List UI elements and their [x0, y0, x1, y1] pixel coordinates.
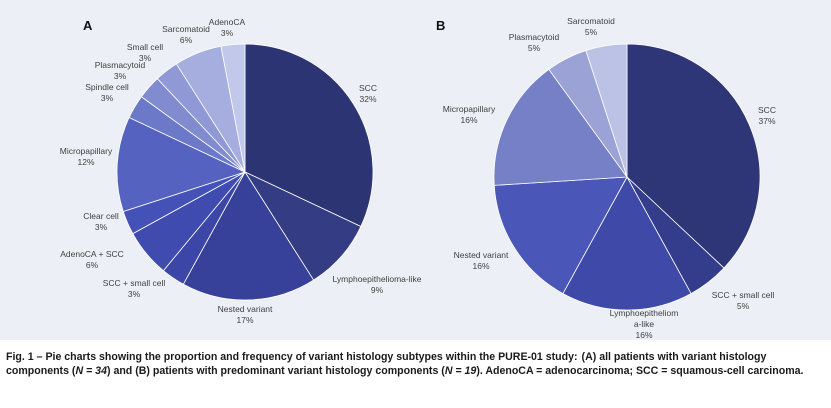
- pie-b-slice-scc: [626, 43, 761, 269]
- caption-title: Fig. 1 – Pie charts showing the proporti…: [6, 351, 578, 363]
- pie-a-slice-adenoca: [220, 43, 246, 173]
- pie-a-label-small-cell: Small cell 3%: [127, 42, 163, 63]
- pie-charts: SCC 32% Lymphoepithelioma-like 9% Nested var…: [60, 16, 776, 340]
- panel-letter-a: A: [83, 18, 93, 33]
- pie-a-label-scc: SCC 32%: [359, 83, 377, 104]
- figure-panel: SCC 32% Lymphoepithelioma-like 9% Nested var…: [0, 0, 831, 340]
- caption-n-a: N = 34: [75, 365, 107, 377]
- caption-part-a: (A) all patients with variant histology …: [6, 351, 767, 377]
- pie-b-label-sarcomatoid: Sarcomatoid 5%: [567, 16, 615, 37]
- pie-a-label-nested-variant: Nested variant 17%: [218, 304, 273, 325]
- pie-b-label-scc-small-cell: SCC + small cell 5%: [712, 290, 775, 311]
- pie-a-label-lymphoepithelioma-like: Lymphoepithelioma-like 9%: [333, 274, 422, 295]
- caption-part-b: ) and (B) patients with predominant vari…: [106, 365, 445, 377]
- caption-part-c: ). AdenoCA = adenocarcinoma; SCC = squam…: [476, 365, 804, 377]
- pie-a-label-scc-small-cell: SCC + small cell 3%: [103, 278, 166, 299]
- pie-b-label-nested-variant: Nested variant 16%: [454, 250, 509, 271]
- figure-caption: Fig. 1 – Pie charts showing the proporti…: [6, 350, 821, 378]
- pie-a-slice-scc: [244, 43, 374, 228]
- pie-b-label-micropapillary: Micropapillary 16%: [443, 104, 496, 125]
- caption-n-b: N = 19: [444, 365, 477, 377]
- pie-chart-a: [116, 43, 374, 301]
- slice-labels: SCC 32% Lymphoepithelioma-like 9% Nested var…: [60, 16, 776, 340]
- pie-a-label-plasmacytoid: Plasmacytoid 3%: [95, 60, 146, 81]
- pie-a-label-micropapillary: Micropapillary 12%: [60, 146, 113, 167]
- pie-a-slice-micropapillary: [116, 116, 247, 213]
- pie-b-label-lymphoepithelioma-like: Lymphoepitheliom a-like 16%: [610, 308, 679, 340]
- pie-a-label-sarcomatoid: Sarcomatoid 6%: [162, 24, 210, 45]
- pie-b-slice-micropapillary: [493, 68, 628, 186]
- pie-chart-b: [493, 43, 761, 311]
- pie-b-label-scc: SCC 37%: [758, 105, 776, 126]
- pie-a-label-clear-cell: Clear cell 3%: [83, 211, 119, 232]
- pie-b-label-plasmacytoid: Plasmacytoid 5%: [509, 32, 560, 53]
- pie-b-slice-nested-variant: [493, 176, 628, 295]
- pie-a-slice-nested-variant: [182, 171, 315, 301]
- pie-a-label-adenoca: AdenoCA 3%: [209, 17, 246, 38]
- pie-a-label-adenoca-scc: AdenoCA + SCC 6%: [60, 249, 124, 270]
- pie-b-slice-sarcomatoid: [585, 43, 628, 178]
- pie-a-label-spindle-cell: Spindle cell 3%: [85, 82, 129, 103]
- panel-letter-b: B: [436, 18, 445, 33]
- pie-b-slice-lymphoepithelioma-like: [562, 176, 692, 311]
